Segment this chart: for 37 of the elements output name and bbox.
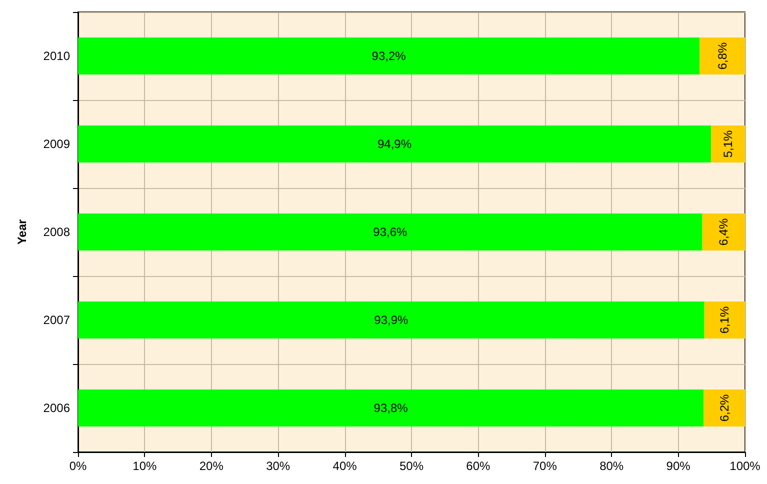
bar (78, 214, 702, 250)
bar (78, 390, 704, 426)
bar (704, 302, 745, 338)
x-tick-label: 70% (532, 459, 558, 473)
y-tick-label: 2006 (43, 401, 70, 415)
x-tick-label: 90% (666, 459, 691, 473)
data-label: 93,6% (373, 225, 408, 239)
y-tick-label: 2007 (43, 313, 70, 327)
x-tick-label: 80% (600, 459, 624, 473)
x-tick-label: 30% (266, 459, 290, 473)
data-label: 6,8% (715, 42, 730, 70)
data-label: 6,4% (716, 218, 731, 246)
bar (702, 214, 745, 250)
x-tick-label: 50% (399, 459, 424, 473)
x-tick-label: 10% (132, 459, 158, 473)
y-tick-label: 2010 (43, 49, 70, 63)
x-tick-label: 0% (69, 459, 87, 473)
bar (700, 38, 745, 74)
data-label: 6,2% (717, 394, 732, 422)
x-tick-label: 40% (332, 459, 358, 473)
x-tick-label: 20% (199, 459, 224, 473)
data-label: 5,1% (720, 130, 735, 158)
data-label: 94,9% (377, 137, 412, 151)
data-label: 93,9% (374, 313, 408, 327)
x-tick-label: 100% (730, 459, 761, 473)
bar (78, 38, 700, 74)
bar (78, 126, 711, 162)
y-tick-label: 2008 (43, 225, 70, 239)
data-label: 93,2% (372, 49, 406, 63)
bar (710, 126, 745, 162)
bar (78, 302, 704, 338)
data-label: 93,8% (374, 401, 408, 415)
x-tick-label: 60% (466, 459, 491, 473)
data-label: 6,1% (718, 306, 732, 334)
bar (704, 390, 745, 426)
y-tick-label: 2009 (43, 137, 70, 151)
y-axis-title: Year (15, 218, 29, 245)
